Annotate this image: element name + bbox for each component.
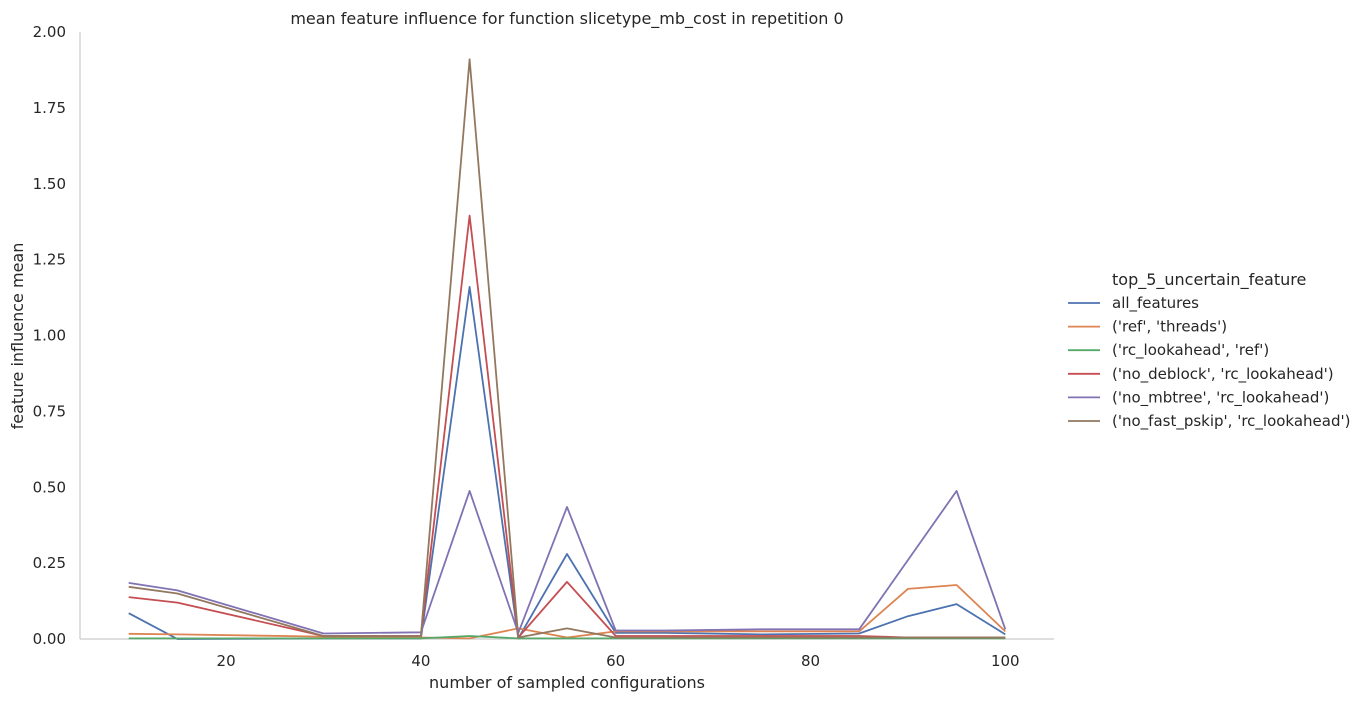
series-line-3 <box>128 214 1006 639</box>
y-tick-label: 1.75 <box>33 99 66 117</box>
y-tick-label: 0.00 <box>33 630 66 648</box>
axes <box>79 32 1054 640</box>
x-tick-label: 60 <box>606 652 625 670</box>
x-tick-label: 100 <box>991 652 1020 670</box>
legend-label-2: ('rc_lookahead', 'ref') <box>1112 341 1269 360</box>
y-tick-label: 1.25 <box>33 251 66 269</box>
legend-label-1: ('ref', 'threads') <box>1112 318 1227 336</box>
series-line-1 <box>128 584 1006 640</box>
legend-label-4: ('no_mbtree', 'rc_lookahead') <box>1112 388 1329 407</box>
legend-label-5: ('no_fast_pskip', 'rc_lookahead') <box>1112 412 1350 431</box>
y-tick-label: 0.50 <box>33 478 66 496</box>
y-tick-label: 0.25 <box>33 554 66 572</box>
x-tick-label: 80 <box>801 652 820 670</box>
y-tick-labels: 0.00 0.25 0.50 0.75 1.00 1.25 1.50 1.75 2.00 <box>33 23 66 648</box>
x-tick-labels: 20 40 60 80 100 <box>217 652 1020 670</box>
y-tick-label: 0.75 <box>33 402 66 420</box>
x-tick-label: 40 <box>411 652 430 670</box>
legend: top_5_uncertain_feature all_features ('re… <box>1068 270 1350 431</box>
y-tick-label: 1.00 <box>33 327 66 345</box>
series-line-5 <box>128 58 1006 639</box>
series-lines <box>128 58 1007 640</box>
chart-title: mean feature influence for function slic… <box>290 9 843 29</box>
series-line-0 <box>128 285 1006 640</box>
legend-label-3: ('no_deblock', 'rc_lookahead') <box>1112 365 1334 384</box>
legend-title: top_5_uncertain_feature <box>1112 270 1306 290</box>
y-tick-label: 1.50 <box>33 175 66 193</box>
x-axis-label: number of sampled configurations <box>429 673 705 692</box>
x-tick-label: 20 <box>217 652 236 670</box>
y-axis-label: feature influence mean <box>8 243 27 430</box>
legend-label-0: all_features <box>1112 294 1199 313</box>
series-line-4 <box>128 489 1007 635</box>
y-tick-label: 2.00 <box>33 23 66 41</box>
